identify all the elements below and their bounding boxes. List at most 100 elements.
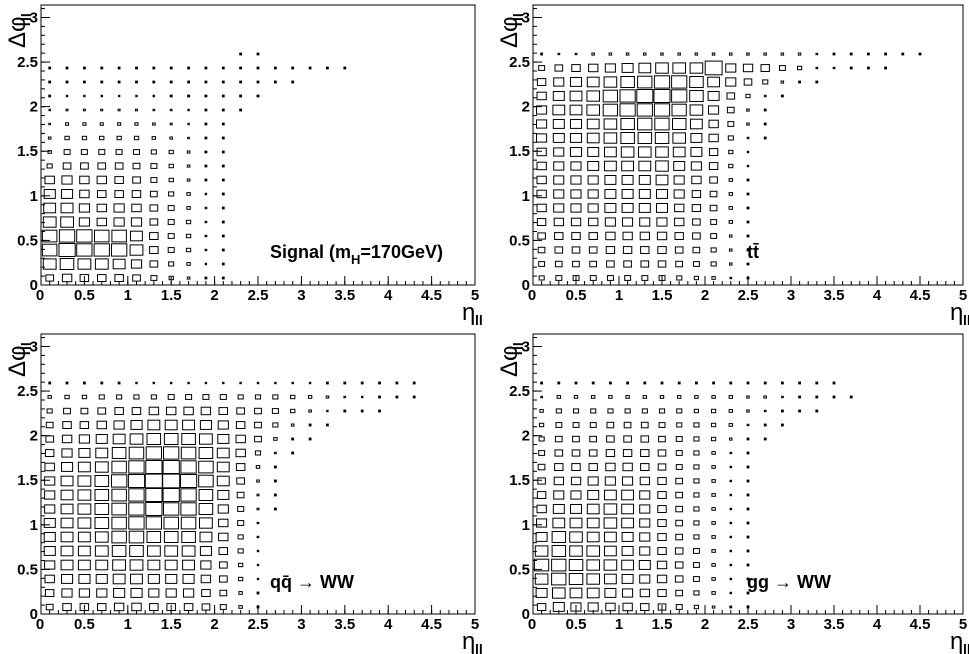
box-cell	[62, 603, 72, 611]
x-axis-symbol: η	[462, 299, 475, 326]
x-axis-subscript: ll	[475, 641, 483, 654]
box-cell	[729, 451, 733, 455]
box-cell	[797, 65, 803, 71]
box-cell	[709, 176, 718, 184]
box-cell	[216, 447, 230, 459]
box-cell	[553, 147, 565, 157]
box-cell	[591, 395, 596, 399]
box-cell	[165, 574, 178, 584]
box-cell	[605, 246, 616, 255]
box-cell	[134, 122, 139, 126]
box-cell	[131, 602, 142, 612]
box-cell	[219, 589, 228, 597]
box-cell	[728, 163, 734, 169]
box-cell	[149, 190, 158, 198]
box-cell	[729, 437, 733, 441]
box-cell	[291, 66, 295, 70]
box-cell	[555, 275, 563, 281]
box-cell	[98, 149, 106, 155]
box-cell	[654, 117, 670, 131]
box-cell	[60, 517, 74, 529]
box-cell	[343, 66, 347, 70]
box-cell	[657, 589, 667, 597]
box-cell	[186, 262, 191, 266]
chart-panel-2: 0 0.5 1 1.5 2 2.5 3 3.5 4 4.5 500.511.522.53η llΔφl…	[4, 333, 483, 654]
box-cell	[657, 449, 667, 457]
box-cell	[639, 518, 651, 528]
y-tick-label: 0	[522, 606, 530, 623]
x-tick-label: 4	[873, 616, 882, 633]
box-cell	[271, 408, 279, 414]
box-cell	[256, 66, 260, 70]
box-cell	[204, 136, 208, 140]
box-cell	[62, 162, 72, 170]
box-cell	[99, 135, 105, 141]
box-cell	[239, 52, 242, 56]
box-cell	[780, 80, 785, 84]
box-cell	[129, 545, 144, 557]
box-cell	[621, 175, 634, 185]
box-cell	[94, 461, 109, 473]
box-cell	[657, 477, 667, 486]
box-cell	[204, 262, 208, 266]
box-cell	[711, 535, 716, 539]
box-cell	[180, 446, 197, 460]
box-cell	[61, 588, 73, 598]
box-cell	[111, 530, 127, 544]
box-cell	[238, 576, 244, 582]
box-cell	[94, 531, 109, 543]
box-cell	[710, 247, 717, 253]
box-cell	[815, 395, 819, 399]
box-cell	[169, 66, 173, 70]
box-cell	[711, 507, 716, 511]
box-cell	[832, 52, 836, 56]
box-cells	[533, 381, 853, 612]
box-cell	[553, 161, 565, 171]
box-cell	[653, 89, 671, 103]
box-cell	[643, 52, 647, 56]
box-cell	[763, 52, 767, 56]
box-cell	[675, 477, 683, 485]
box-cell	[237, 394, 244, 400]
box-cell	[604, 489, 617, 501]
box-cell	[291, 437, 295, 441]
box-cell	[199, 517, 213, 529]
box-cell	[97, 190, 107, 199]
box-cell	[656, 189, 668, 199]
box-cell	[691, 175, 702, 185]
x-tick-label: 1	[124, 287, 132, 304]
box-cell	[728, 409, 733, 413]
box-cell	[82, 108, 86, 112]
box-cell	[170, 381, 173, 385]
box-cell	[41, 243, 58, 257]
box-cell	[185, 394, 193, 400]
box-cell	[604, 476, 616, 486]
box-cell	[256, 80, 260, 84]
box-cell	[763, 108, 767, 112]
box-cell	[272, 394, 279, 400]
box-cell	[96, 203, 107, 213]
x-tick-label: 0.5	[74, 616, 95, 633]
box-cell	[169, 94, 173, 98]
box-cell	[180, 488, 197, 502]
box-cell	[621, 574, 634, 584]
box-cell	[150, 163, 158, 169]
box-cell	[867, 66, 870, 70]
box-cell	[44, 589, 55, 597]
box-cell	[117, 122, 122, 126]
box-cell	[218, 407, 228, 416]
box-cell	[100, 80, 104, 84]
box-cell	[553, 217, 565, 227]
box-cell	[147, 419, 161, 431]
box-cell	[117, 66, 121, 70]
box-cell	[117, 80, 121, 84]
box-cell	[571, 246, 581, 254]
x-tick-label: 3	[297, 616, 305, 633]
box-cell	[832, 66, 836, 70]
chart-panel-3: 0 0.5 1 1.5 2 2.5 3 3.5 4 4.5 500.511.522.53η llΔφl…	[496, 333, 969, 654]
box-cell	[569, 104, 583, 116]
box-cell	[114, 162, 124, 170]
box-cell	[587, 175, 599, 185]
box-cell	[221, 276, 225, 280]
y-axis-subscript: ll	[510, 13, 526, 21]
